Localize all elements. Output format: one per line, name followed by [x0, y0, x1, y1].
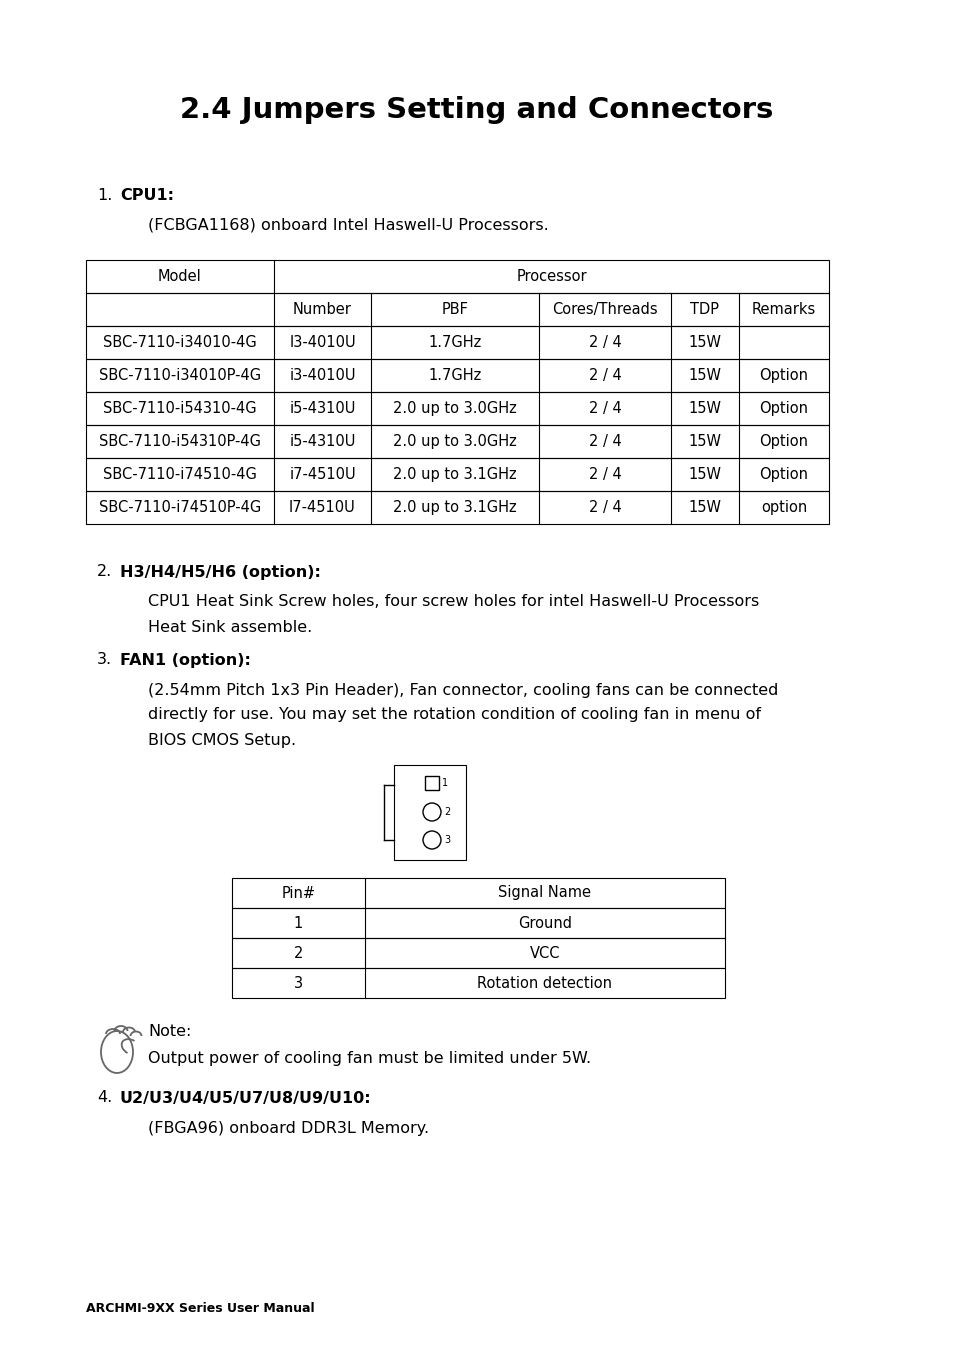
Text: Pin#: Pin#: [281, 886, 315, 900]
Text: (FBGA96) onboard DDR3L Memory.: (FBGA96) onboard DDR3L Memory.: [148, 1120, 429, 1135]
Text: SBC-7110-i74510P-4G: SBC-7110-i74510P-4G: [99, 500, 261, 514]
Text: (2.54mm Pitch 1x3 Pin Header), Fan connector, cooling fans can be connected: (2.54mm Pitch 1x3 Pin Header), Fan conne…: [148, 683, 778, 698]
Bar: [86, 293, 828, 325]
Text: 1.7GHz: 1.7GHz: [428, 369, 481, 383]
Text: Output power of cooling fan must be limited under 5W.: Output power of cooling fan must be limi…: [148, 1050, 591, 1065]
Text: 1: 1: [294, 915, 303, 930]
Bar: [86, 458, 828, 491]
Text: Option: Option: [759, 369, 807, 383]
Text: CPU1 Heat Sink Screw holes, four screw holes for intel Haswell-U Processors: CPU1 Heat Sink Screw holes, four screw h…: [148, 594, 759, 609]
Bar: [86, 491, 828, 524]
Text: PBF: PBF: [441, 302, 468, 317]
Text: 2.0 up to 3.0GHz: 2.0 up to 3.0GHz: [393, 433, 517, 450]
Circle shape: [422, 832, 440, 849]
Text: SBC-7110-i54310P-4G: SBC-7110-i54310P-4G: [99, 433, 261, 450]
Text: 15W: 15W: [688, 500, 720, 514]
Text: Note:: Note:: [148, 1025, 192, 1040]
Text: I7-4510U: I7-4510U: [289, 500, 355, 514]
Text: ARCHMI-9XX Series User Manual: ARCHMI-9XX Series User Manual: [86, 1301, 314, 1315]
Text: 2.0 up to 3.0GHz: 2.0 up to 3.0GHz: [393, 401, 517, 416]
Text: 15W: 15W: [688, 401, 720, 416]
Text: SBC-7110-i54310-4G: SBC-7110-i54310-4G: [103, 401, 256, 416]
Text: 2 / 4: 2 / 4: [588, 433, 620, 450]
Text: 2.4 Jumpers Setting and Connectors: 2.4 Jumpers Setting and Connectors: [180, 96, 773, 124]
Bar: [232, 909, 724, 938]
Text: i5-4310U: i5-4310U: [289, 433, 355, 450]
Text: (FCBGA1168) onboard Intel Haswell-U Processors.: (FCBGA1168) onboard Intel Haswell-U Proc…: [148, 217, 548, 232]
Text: Processor: Processor: [516, 269, 586, 284]
Text: FAN1 (option):: FAN1 (option):: [120, 652, 251, 667]
Text: SBC-7110-i34010-4G: SBC-7110-i34010-4G: [103, 335, 256, 350]
Text: 4.: 4.: [97, 1091, 112, 1106]
Text: U2/U3/U4/U5/U7/U8/U9/U10:: U2/U3/U4/U5/U7/U8/U9/U10:: [120, 1091, 372, 1106]
Text: 3: 3: [443, 836, 450, 845]
Text: Number: Number: [293, 302, 352, 317]
Text: option: option: [760, 500, 806, 514]
Text: 1.: 1.: [97, 188, 112, 202]
Text: 2: 2: [294, 945, 303, 960]
Text: Signal Name: Signal Name: [498, 886, 591, 900]
Text: i3-4010U: i3-4010U: [289, 369, 355, 383]
Text: SBC-7110-i34010P-4G: SBC-7110-i34010P-4G: [99, 369, 261, 383]
Bar: [424, 776, 438, 790]
Text: VCC: VCC: [529, 945, 559, 960]
Text: 2 / 4: 2 / 4: [588, 401, 620, 416]
Bar: [86, 325, 828, 359]
Text: 1.7GHz: 1.7GHz: [428, 335, 481, 350]
Bar: [86, 261, 828, 293]
Text: 3.: 3.: [97, 652, 112, 667]
Text: 2 / 4: 2 / 4: [588, 369, 620, 383]
Text: 2.0 up to 3.1GHz: 2.0 up to 3.1GHz: [393, 500, 517, 514]
Text: 2 / 4: 2 / 4: [588, 500, 620, 514]
Bar: [232, 878, 724, 909]
Text: I3-4010U: I3-4010U: [289, 335, 355, 350]
Text: Rotation detection: Rotation detection: [477, 976, 612, 991]
Text: i7-4510U: i7-4510U: [289, 467, 355, 482]
Bar: [232, 968, 724, 998]
Text: Ground: Ground: [517, 915, 572, 930]
Text: 3: 3: [294, 976, 303, 991]
Text: Option: Option: [759, 433, 807, 450]
Text: 2 / 4: 2 / 4: [588, 467, 620, 482]
Bar: [86, 392, 828, 425]
Text: 2.: 2.: [97, 564, 112, 579]
Text: Option: Option: [759, 467, 807, 482]
Text: Option: Option: [759, 401, 807, 416]
Text: 15W: 15W: [688, 433, 720, 450]
Bar: [232, 938, 724, 968]
Text: SBC-7110-i74510-4G: SBC-7110-i74510-4G: [103, 467, 256, 482]
Circle shape: [422, 803, 440, 821]
Text: H3/H4/H5/H6 (option):: H3/H4/H5/H6 (option):: [120, 564, 320, 579]
Text: i5-4310U: i5-4310U: [289, 401, 355, 416]
Text: TDP: TDP: [690, 302, 719, 317]
Text: directly for use. You may set the rotation condition of cooling fan in menu of: directly for use. You may set the rotati…: [148, 707, 760, 722]
Text: 2.0 up to 3.1GHz: 2.0 up to 3.1GHz: [393, 467, 517, 482]
Text: Heat Sink assemble.: Heat Sink assemble.: [148, 620, 312, 634]
Text: CPU1:: CPU1:: [120, 188, 173, 202]
Text: 1: 1: [441, 778, 448, 788]
Text: Remarks: Remarks: [751, 302, 815, 317]
Bar: [86, 359, 828, 392]
Bar: [394, 765, 465, 860]
Text: 2 / 4: 2 / 4: [588, 335, 620, 350]
Text: Model: Model: [158, 269, 202, 284]
Text: 15W: 15W: [688, 467, 720, 482]
Text: BIOS CMOS Setup.: BIOS CMOS Setup.: [148, 733, 295, 748]
Text: 2: 2: [443, 807, 450, 817]
Text: 15W: 15W: [688, 335, 720, 350]
Text: 15W: 15W: [688, 369, 720, 383]
Bar: [86, 425, 828, 458]
Text: Cores/Threads: Cores/Threads: [552, 302, 658, 317]
